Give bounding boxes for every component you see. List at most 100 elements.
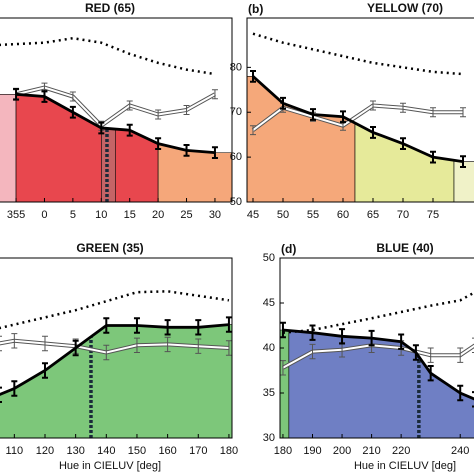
x-tick-label: 50 bbox=[277, 209, 289, 221]
error-bar bbox=[195, 338, 202, 354]
error-bar bbox=[183, 105, 190, 115]
x-tick-label: 65 bbox=[367, 209, 379, 221]
x-axis-label: Hue in CIELUV [deg] bbox=[59, 460, 161, 472]
line bbox=[15, 86, 216, 128]
error-bar bbox=[41, 335, 48, 352]
line bbox=[0, 290, 230, 330]
error-bar bbox=[164, 336, 171, 353]
error-bar bbox=[400, 137, 406, 151]
error-bar bbox=[412, 344, 419, 361]
error-bar bbox=[457, 347, 464, 363]
x-tick-label: 55 bbox=[307, 209, 319, 221]
error-bar bbox=[41, 362, 48, 379]
error-bar bbox=[133, 337, 140, 353]
x-tick-label: 20 bbox=[152, 209, 164, 221]
plot bbox=[247, 32, 474, 202]
x-tick-label: 210 bbox=[362, 445, 380, 457]
error-bar bbox=[164, 319, 171, 336]
panel-label: (d) bbox=[281, 242, 296, 256]
error-bar bbox=[400, 102, 406, 113]
x-tick-label: 15 bbox=[124, 209, 136, 221]
error-bar bbox=[472, 391, 474, 408]
error-bar bbox=[339, 328, 346, 345]
y-tick-label: 80 bbox=[230, 61, 242, 73]
x-tick-label: 120 bbox=[36, 445, 54, 457]
error-bar bbox=[133, 317, 140, 334]
plot bbox=[0, 36, 232, 202]
error-bar bbox=[250, 69, 256, 83]
x-tick-label: 200 bbox=[333, 445, 351, 457]
error-bar bbox=[309, 343, 316, 360]
error-bar bbox=[430, 150, 436, 164]
error-bar bbox=[427, 365, 434, 382]
hue-region bbox=[0, 93, 17, 202]
error-bar bbox=[280, 96, 286, 110]
error-bar bbox=[155, 137, 162, 151]
error-bar bbox=[126, 123, 133, 137]
y-tick-label: 45 bbox=[263, 297, 275, 309]
x-tick-label: 30 bbox=[209, 209, 221, 221]
x-tick-label: 180 bbox=[220, 445, 238, 457]
error-bar bbox=[430, 107, 436, 118]
error-bar bbox=[472, 337, 474, 353]
x-tick-label: 45 bbox=[247, 209, 259, 221]
x-tick-label: 60 bbox=[337, 209, 349, 221]
y-tick-label: 60 bbox=[230, 151, 242, 163]
plot-frame bbox=[0, 257, 233, 439]
x-axis-label: Hue in CIELUV [deg] bbox=[354, 460, 456, 472]
plot bbox=[280, 291, 474, 438]
x-tick-label: 130 bbox=[66, 445, 84, 457]
line bbox=[282, 291, 474, 334]
error-bar bbox=[183, 144, 190, 157]
chart-title: YELLOW (70) bbox=[367, 1, 443, 15]
error-bar bbox=[11, 380, 18, 397]
error-bar bbox=[370, 100, 376, 111]
line bbox=[15, 92, 216, 155]
x-tick-label: 75 bbox=[427, 209, 439, 221]
x-tick-label: 0 bbox=[41, 209, 47, 221]
error-bar bbox=[340, 110, 346, 124]
x-tick-label: 160 bbox=[158, 445, 176, 457]
error-bar bbox=[427, 347, 434, 363]
hue-region bbox=[247, 76, 356, 202]
y-tick-label: 50 bbox=[230, 196, 242, 208]
line bbox=[252, 32, 464, 76]
error-bar bbox=[211, 89, 218, 100]
error-bar bbox=[460, 107, 466, 118]
plot-frame bbox=[0, 17, 233, 203]
x-tick-label: 150 bbox=[128, 445, 146, 457]
error-bar bbox=[155, 109, 162, 120]
chart-title: GREEN (35) bbox=[76, 241, 143, 255]
y-tick-label: 35 bbox=[263, 387, 275, 399]
x-tick-label: 190 bbox=[303, 445, 321, 457]
error-bar bbox=[211, 146, 218, 160]
error-bar bbox=[457, 384, 464, 402]
error-bar bbox=[41, 90, 48, 103]
hue-region bbox=[280, 329, 290, 438]
x-tick-label: 5 bbox=[70, 209, 76, 221]
error-bar bbox=[195, 319, 202, 336]
error-bar bbox=[0, 386, 2, 403]
error-bar bbox=[103, 344, 110, 361]
error-bar bbox=[250, 125, 256, 136]
error-bar bbox=[11, 333, 18, 349]
x-tick-label: 180 bbox=[274, 445, 292, 457]
x-tick-label: 220 bbox=[392, 445, 410, 457]
x-tick-label: 355 bbox=[7, 209, 25, 221]
error-bar bbox=[225, 316, 232, 333]
error-bar bbox=[69, 105, 76, 119]
y-tick-label: 40 bbox=[263, 342, 275, 354]
error-bar bbox=[280, 321, 286, 339]
error-bar bbox=[368, 329, 375, 347]
x-tick-label: 240 bbox=[451, 445, 469, 457]
y-tick-label: 30 bbox=[263, 432, 275, 444]
error-bar bbox=[0, 335, 2, 352]
line bbox=[0, 36, 216, 76]
error-bar bbox=[310, 108, 316, 121]
error-bar bbox=[370, 126, 376, 139]
x-tick-label: 110 bbox=[6, 445, 24, 457]
error-bar bbox=[225, 340, 232, 356]
line bbox=[282, 344, 474, 369]
chart-title: BLUE (40) bbox=[376, 241, 433, 255]
plot bbox=[0, 290, 232, 438]
